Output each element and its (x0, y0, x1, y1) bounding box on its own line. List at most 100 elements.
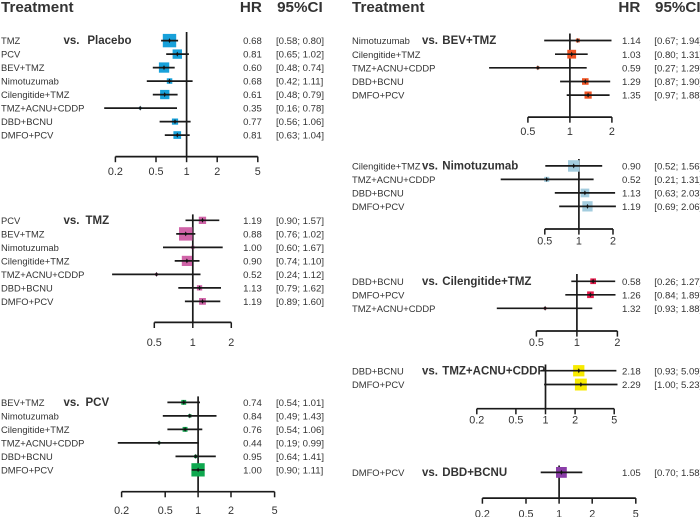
svg-text:0.61: 0.61 (243, 90, 262, 101)
svg-text:0.88: 0.88 (243, 230, 262, 241)
svg-text:vs.: vs. (422, 365, 438, 377)
svg-text:PCV: PCV (86, 397, 110, 409)
svg-text:vs.: vs. (64, 35, 80, 47)
svg-text:95%CI: 95%CI (655, 0, 700, 16)
svg-text:[0.64; 1.41]: [0.64; 1.41] (276, 452, 324, 463)
svg-text:2: 2 (589, 508, 595, 517)
svg-text:2.29: 2.29 (622, 380, 641, 391)
svg-text:vs.: vs. (422, 467, 438, 479)
svg-text:[0.16; 0.78]: [0.16; 0.78] (276, 104, 324, 115)
svg-text:[0.56; 1.06]: [0.56; 1.06] (276, 117, 324, 128)
svg-text:DMFO+PCV: DMFO+PCV (352, 90, 405, 101)
svg-text:0.5: 0.5 (148, 166, 163, 178)
svg-text:1.19: 1.19 (243, 297, 262, 308)
svg-text:1: 1 (184, 166, 190, 178)
svg-text:1.05: 1.05 (622, 468, 641, 479)
svg-text:2: 2 (228, 337, 234, 349)
svg-text:vs.: vs. (422, 276, 438, 288)
svg-text:0.2: 0.2 (469, 414, 484, 426)
svg-text:0.35: 0.35 (243, 104, 262, 115)
svg-text:0.95: 0.95 (243, 452, 262, 463)
svg-text:[0.69; 2.06]: [0.69; 2.06] (654, 202, 700, 213)
svg-text:Cilengitide+TMZ: Cilengitide+TMZ (1, 424, 70, 435)
svg-text:DBD+BCNU: DBD+BCNU (352, 188, 404, 199)
svg-text:0.2: 0.2 (108, 166, 123, 178)
svg-text:5: 5 (272, 505, 278, 517)
svg-text:1.14: 1.14 (622, 36, 641, 47)
svg-text:1: 1 (576, 236, 582, 248)
svg-text:0.59: 0.59 (622, 63, 641, 74)
svg-text:[0.21; 1.31]: [0.21; 1.31] (654, 175, 700, 186)
svg-text:2: 2 (214, 166, 220, 178)
svg-text:2.18: 2.18 (622, 366, 641, 377)
svg-text:BEV+TMZ: BEV+TMZ (1, 62, 45, 73)
svg-text:1: 1 (542, 414, 548, 426)
svg-text:1.00: 1.00 (243, 466, 262, 477)
svg-text:[0.76; 1.02]: [0.76; 1.02] (276, 230, 324, 241)
svg-text:1.00: 1.00 (243, 243, 262, 254)
svg-text:0.52: 0.52 (622, 175, 641, 186)
svg-text:[0.19; 0.99]: [0.19; 0.99] (276, 439, 324, 450)
svg-text:0.76: 0.76 (243, 425, 262, 436)
svg-text:[0.84; 1.89]: [0.84; 1.89] (654, 290, 700, 301)
svg-text:[0.63; 1.04]: [0.63; 1.04] (276, 131, 324, 142)
svg-text:Cilengitide+TMZ: Cilengitide+TMZ (352, 49, 421, 60)
svg-text:TMZ+ACNU+CDDP: TMZ+ACNU+CDDP (1, 103, 84, 114)
svg-text:95%CI: 95%CI (277, 0, 323, 16)
svg-text:DMFO+PCV: DMFO+PCV (352, 467, 405, 478)
svg-text:TMZ+ACNU+CDDP: TMZ+ACNU+CDDP (442, 365, 545, 377)
svg-text:Treatment: Treatment (1, 0, 74, 16)
svg-text:[0.74; 1.10]: [0.74; 1.10] (276, 257, 324, 268)
svg-text:0.90: 0.90 (622, 162, 641, 173)
svg-text:TMZ+ACNU+CDDP: TMZ+ACNU+CDDP (352, 303, 435, 314)
svg-text:1: 1 (574, 337, 580, 349)
svg-text:5: 5 (633, 508, 639, 517)
svg-text:Nimotuzumab: Nimotuzumab (1, 411, 59, 422)
svg-text:[0.65; 1.02]: [0.65; 1.02] (276, 50, 324, 61)
svg-text:2: 2 (572, 414, 578, 426)
svg-text:DMFO+PCV: DMFO+PCV (1, 130, 54, 141)
svg-text:0.74: 0.74 (243, 398, 262, 409)
svg-text:HR: HR (618, 0, 640, 16)
svg-text:2: 2 (610, 236, 616, 248)
svg-text:DBD+BCNU: DBD+BCNU (352, 276, 404, 287)
svg-text:[1.00; 5.23]: [1.00; 5.23] (654, 380, 700, 391)
svg-text:0.68: 0.68 (243, 36, 262, 47)
svg-text:0.58: 0.58 (622, 277, 641, 288)
svg-text:TMZ+ACNU+CDDP: TMZ+ACNU+CDDP (352, 62, 435, 73)
svg-text:1: 1 (190, 337, 196, 349)
svg-text:[0.58; 0.80]: [0.58; 0.80] (276, 36, 324, 47)
svg-text:1.13: 1.13 (243, 284, 262, 295)
svg-text:0.81: 0.81 (243, 50, 262, 61)
svg-text:2: 2 (609, 126, 615, 138)
svg-text:DBD+BCNU: DBD+BCNU (442, 467, 507, 479)
svg-text:0.60: 0.60 (243, 63, 262, 74)
svg-text:0.2: 0.2 (114, 505, 129, 517)
svg-text:Cilengitide+TMZ: Cilengitide+TMZ (1, 89, 70, 100)
svg-text:[0.49; 1.43]: [0.49; 1.43] (276, 412, 324, 423)
svg-text:2: 2 (228, 505, 234, 517)
svg-text:[0.26; 1.27]: [0.26; 1.27] (654, 277, 700, 288)
svg-text:[0.54; 1.01]: [0.54; 1.01] (276, 398, 324, 409)
svg-text:0.5: 0.5 (508, 414, 523, 426)
svg-text:1.19: 1.19 (243, 216, 262, 227)
svg-text:TMZ: TMZ (1, 35, 21, 46)
svg-text:0.90: 0.90 (243, 257, 262, 268)
svg-text:1.35: 1.35 (622, 91, 641, 102)
svg-text:0.5: 0.5 (518, 508, 533, 517)
svg-text:TMZ+ACNU+CDDP: TMZ+ACNU+CDDP (1, 438, 84, 449)
svg-text:[0.97; 1.88]: [0.97; 1.88] (654, 91, 700, 102)
svg-text:0.5: 0.5 (529, 337, 544, 349)
svg-text:TMZ: TMZ (86, 215, 110, 227)
svg-text:0.68: 0.68 (243, 77, 262, 88)
svg-text:DBD+BCNU: DBD+BCNU (352, 76, 404, 87)
svg-text:vs.: vs. (422, 35, 438, 47)
svg-text:0.44: 0.44 (243, 439, 262, 450)
svg-text:BEV+TMZ: BEV+TMZ (1, 229, 45, 240)
svg-text:HR: HR (240, 0, 262, 16)
svg-text:Nimotuzumab: Nimotuzumab (352, 35, 410, 46)
svg-text:1.03: 1.03 (622, 50, 641, 61)
svg-text:vs.: vs. (64, 215, 80, 227)
svg-text:0.81: 0.81 (243, 131, 262, 142)
svg-text:DMFO+PCV: DMFO+PCV (1, 296, 54, 307)
